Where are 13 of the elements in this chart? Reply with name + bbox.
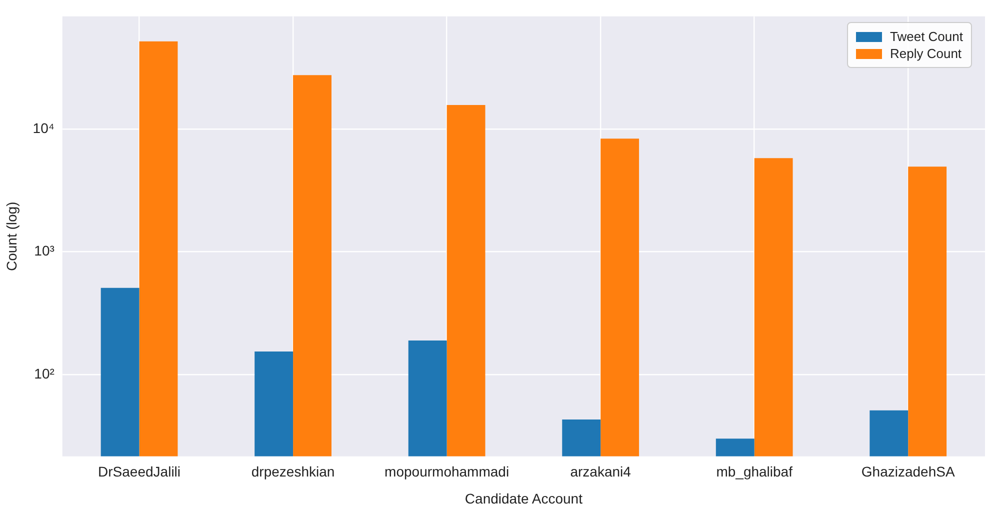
y-tick-label: 10⁴ bbox=[32, 120, 54, 136]
y-tick-label: 10³ bbox=[34, 242, 55, 259]
x-tick-label: GhazizadehSA bbox=[861, 464, 956, 480]
x-tick-label: drpezeshkian bbox=[251, 464, 335, 480]
y-tick-label: 10² bbox=[34, 365, 55, 382]
y-axis-title: Count (log) bbox=[3, 202, 20, 272]
x-tick-label: mopourmohammadi bbox=[384, 464, 510, 480]
x-tick-label: mb_ghalibaf bbox=[716, 464, 793, 480]
legend-label: Reply Count bbox=[890, 46, 962, 62]
x-tick-label: DrSaeedJalili bbox=[98, 464, 181, 480]
x-axis-title: Candidate Account bbox=[464, 490, 583, 506]
legend-label: Tweet Count bbox=[890, 29, 963, 44]
x-tick-label: arzakani4 bbox=[570, 464, 632, 480]
